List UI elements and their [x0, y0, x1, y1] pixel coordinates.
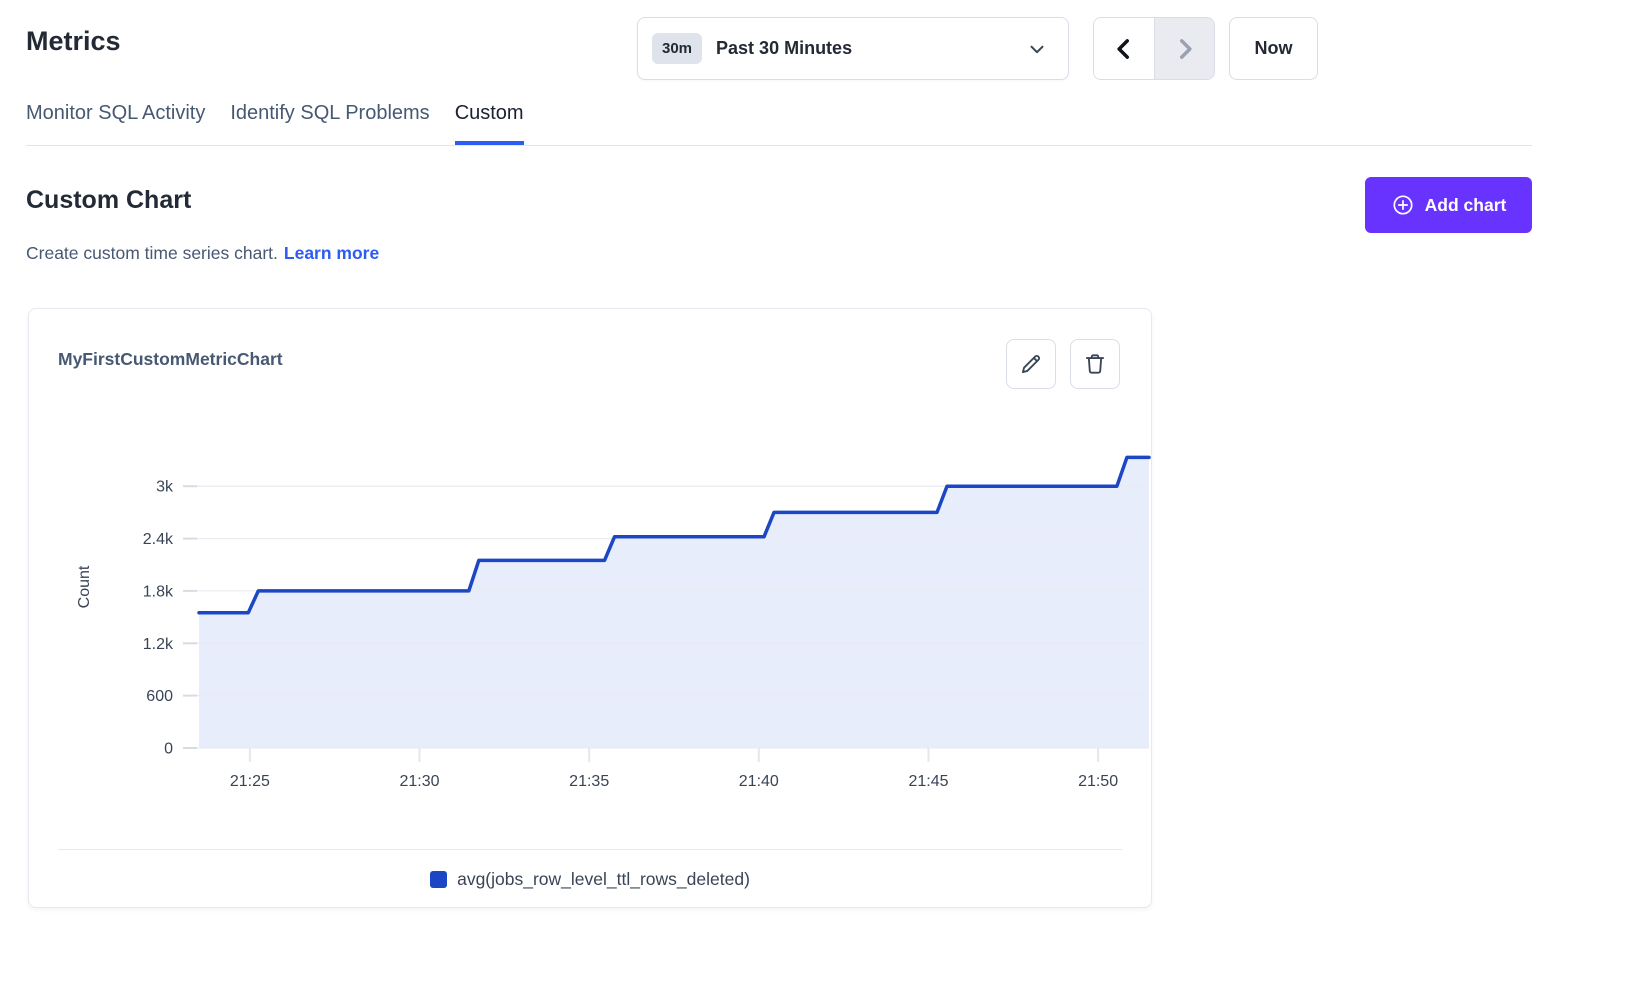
chart-actions	[1006, 339, 1120, 389]
tab-identify-sql-problems[interactable]: Identify SQL Problems	[230, 102, 430, 124]
svg-text:21:35: 21:35	[569, 773, 609, 790]
tab-monitor-sql-activity[interactable]: Monitor SQL Activity	[26, 102, 206, 124]
prev-time-button[interactable]	[1094, 18, 1154, 79]
svg-text:21:40: 21:40	[739, 773, 779, 790]
time-controls: 30m Past 30 Minutes Now	[637, 17, 1318, 80]
page-title: Metrics	[26, 26, 121, 56]
section-description-text: Create custom time series chart.	[26, 243, 278, 263]
tab-custom[interactable]: Custom	[454, 102, 524, 145]
chevron-right-icon	[1172, 36, 1198, 62]
chart-card: MyFirstCustomMetricChart	[28, 308, 1152, 908]
chevron-left-icon	[1111, 36, 1137, 62]
svg-text:1.2k: 1.2k	[143, 636, 174, 653]
svg-text:21:30: 21:30	[399, 773, 439, 790]
section-description: Create custom time series chart. Learn mo…	[26, 243, 379, 264]
tabs-divider	[26, 145, 1532, 146]
chart-legend: avg(jobs_row_level_ttl_rows_deleted)	[29, 869, 1151, 890]
time-range-label: Past 30 Minutes	[716, 38, 853, 58]
custom-metric-chart[interactable]: 0 600 1.2k 1.8k 2.4k 3k 21:25 21:30 21:35 21:40 21…	[59, 404, 1151, 804]
time-range-badge: 30m	[652, 33, 703, 64]
now-button[interactable]: Now	[1229, 17, 1318, 80]
svg-text:1.8k: 1.8k	[143, 583, 174, 600]
svg-text:2.4k: 2.4k	[143, 531, 174, 548]
delete-chart-button[interactable]	[1070, 339, 1120, 389]
tab-bar: Monitor SQL Activity Identify SQL Proble…	[26, 102, 524, 145]
add-chart-label: Add chart	[1424, 194, 1507, 215]
next-time-button[interactable]	[1154, 18, 1214, 79]
legend-swatch	[430, 871, 448, 888]
chevron-down-icon	[1026, 38, 1048, 60]
svg-text:21:25: 21:25	[230, 773, 270, 790]
svg-text:21:45: 21:45	[908, 773, 948, 790]
time-step-group	[1093, 17, 1215, 80]
edit-chart-button[interactable]	[1006, 339, 1056, 389]
legend-divider	[58, 849, 1122, 850]
section-title: Custom Chart	[26, 186, 192, 214]
svg-text:600: 600	[146, 688, 173, 705]
svg-text:Count: Count	[76, 565, 93, 608]
plus-circle-icon	[1391, 193, 1415, 217]
add-chart-button[interactable]: Add chart	[1365, 177, 1532, 233]
svg-text:21:50: 21:50	[1078, 773, 1118, 790]
svg-text:0: 0	[164, 741, 173, 758]
svg-text:3k: 3k	[156, 479, 174, 496]
pencil-icon	[1018, 351, 1044, 377]
time-range-select[interactable]: 30m Past 30 Minutes	[637, 17, 1069, 80]
trash-icon	[1082, 351, 1108, 377]
chart-title: MyFirstCustomMetricChart	[58, 349, 283, 369]
legend-label: avg(jobs_row_level_ttl_rows_deleted)	[457, 869, 750, 889]
learn-more-link[interactable]: Learn more	[283, 243, 380, 263]
